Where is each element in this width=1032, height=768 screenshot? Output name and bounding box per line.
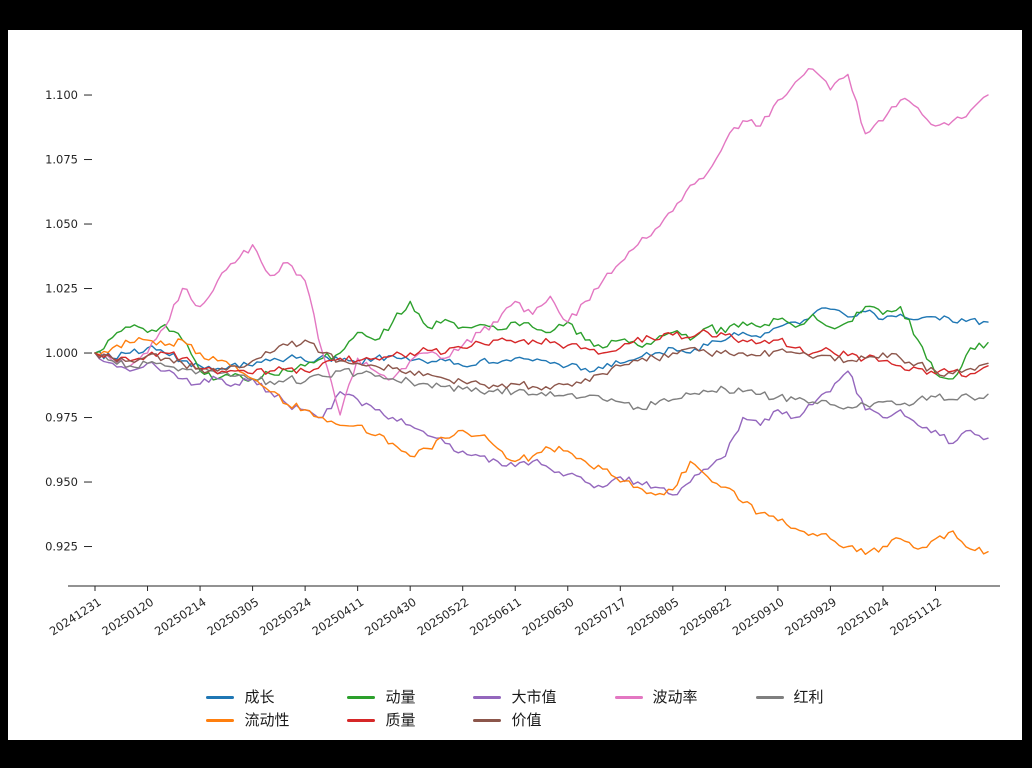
legend-item-质量: 质量: [347, 713, 415, 728]
x-tick-label: 20250305: [204, 595, 261, 639]
legend-label: 流动性: [244, 711, 290, 729]
legend-label: 红利: [793, 688, 824, 706]
series-line-价值: [94, 339, 989, 391]
series-line-流动性: [94, 337, 989, 555]
chart-panel: 0.925 0.950 0.975 1.000 1.025 1.050 1.075 1.100…: [8, 30, 1022, 740]
x-tick-label: 20250910: [730, 595, 787, 639]
legend-line-swatch: [473, 696, 502, 699]
plot-lines: [94, 68, 989, 555]
legend-label: 波动率: [652, 688, 698, 706]
legend-label: 成长: [244, 688, 275, 706]
legend-line-swatch: [206, 719, 235, 722]
x-axis-ticks: 2024123120250120202502142025030520250324…: [47, 586, 944, 638]
y-tick-label: 0.975: [45, 411, 78, 425]
x-tick-label: 20250805: [625, 595, 682, 639]
series-line-波动率: [94, 68, 989, 416]
y-tick-label: 0.925: [45, 540, 78, 554]
legend-line-swatch: [614, 696, 643, 699]
x-tick-label: 20251024: [835, 595, 892, 639]
series-line-成长: [94, 307, 989, 373]
y-axis-ticks: 0.925 0.950 0.975 1.000 1.025 1.050 1.075 1.100: [45, 88, 92, 554]
y-tick-label: 0.950: [45, 475, 78, 489]
x-tick-label: 20250822: [677, 595, 734, 639]
legend-item-流动性: 流动性: [206, 713, 289, 728]
x-tick-label: 20250120: [99, 595, 156, 639]
series-line-质量: [94, 329, 989, 378]
legend-line-swatch: [206, 696, 235, 699]
x-tick-label: 20250214: [152, 595, 209, 639]
series-line-大市值: [94, 352, 989, 496]
legend-label: 价值: [511, 711, 542, 729]
x-tick-label: 20241231: [47, 595, 104, 639]
x-tick-label: 20250411: [310, 595, 367, 639]
y-tick-label: 1.075: [45, 153, 78, 167]
legend-line-swatch: [473, 719, 502, 722]
series-line-红利: [94, 352, 989, 411]
y-tick-label: 1.100: [45, 88, 78, 102]
legend-item-波动率: 波动率: [614, 688, 698, 706]
x-tick-label: 20250324: [257, 595, 314, 639]
y-tick-label: 1.000: [45, 346, 78, 360]
x-tick-label: 20250630: [520, 595, 577, 639]
legend-item-红利: 红利: [755, 688, 824, 706]
legend-item-价值: 价值: [473, 713, 556, 728]
legend-label: 大市值: [511, 688, 557, 706]
x-tick-label: 20251112: [887, 595, 944, 639]
legend-label: 动量: [385, 688, 416, 706]
x-tick-label: 20250929: [782, 595, 839, 639]
x-tick-label: 20250522: [415, 595, 472, 639]
series-line-动量: [94, 300, 989, 382]
legend-item-动量: 动量: [347, 690, 415, 705]
y-tick-label: 1.025: [45, 282, 78, 296]
legend-line-swatch: [347, 719, 376, 722]
legend-item-成长: 成长: [206, 690, 289, 705]
chart-legend: 成长 动量 大市值 波动率 红利流动性 质量 价值: [8, 690, 1022, 728]
legend-line-swatch: [755, 696, 784, 699]
x-tick-label: 20250611: [467, 595, 524, 639]
y-tick-label: 1.050: [45, 217, 78, 231]
x-tick-label: 20250430: [362, 595, 419, 639]
legend-label: 质量: [385, 711, 416, 729]
line-chart: 0.925 0.950 0.975 1.000 1.025 1.050 1.075 1.100…: [45, 68, 1000, 638]
legend-item-大市值: 大市值: [473, 688, 557, 706]
x-tick-label: 20250717: [572, 595, 629, 639]
legend-line-swatch: [347, 696, 376, 699]
